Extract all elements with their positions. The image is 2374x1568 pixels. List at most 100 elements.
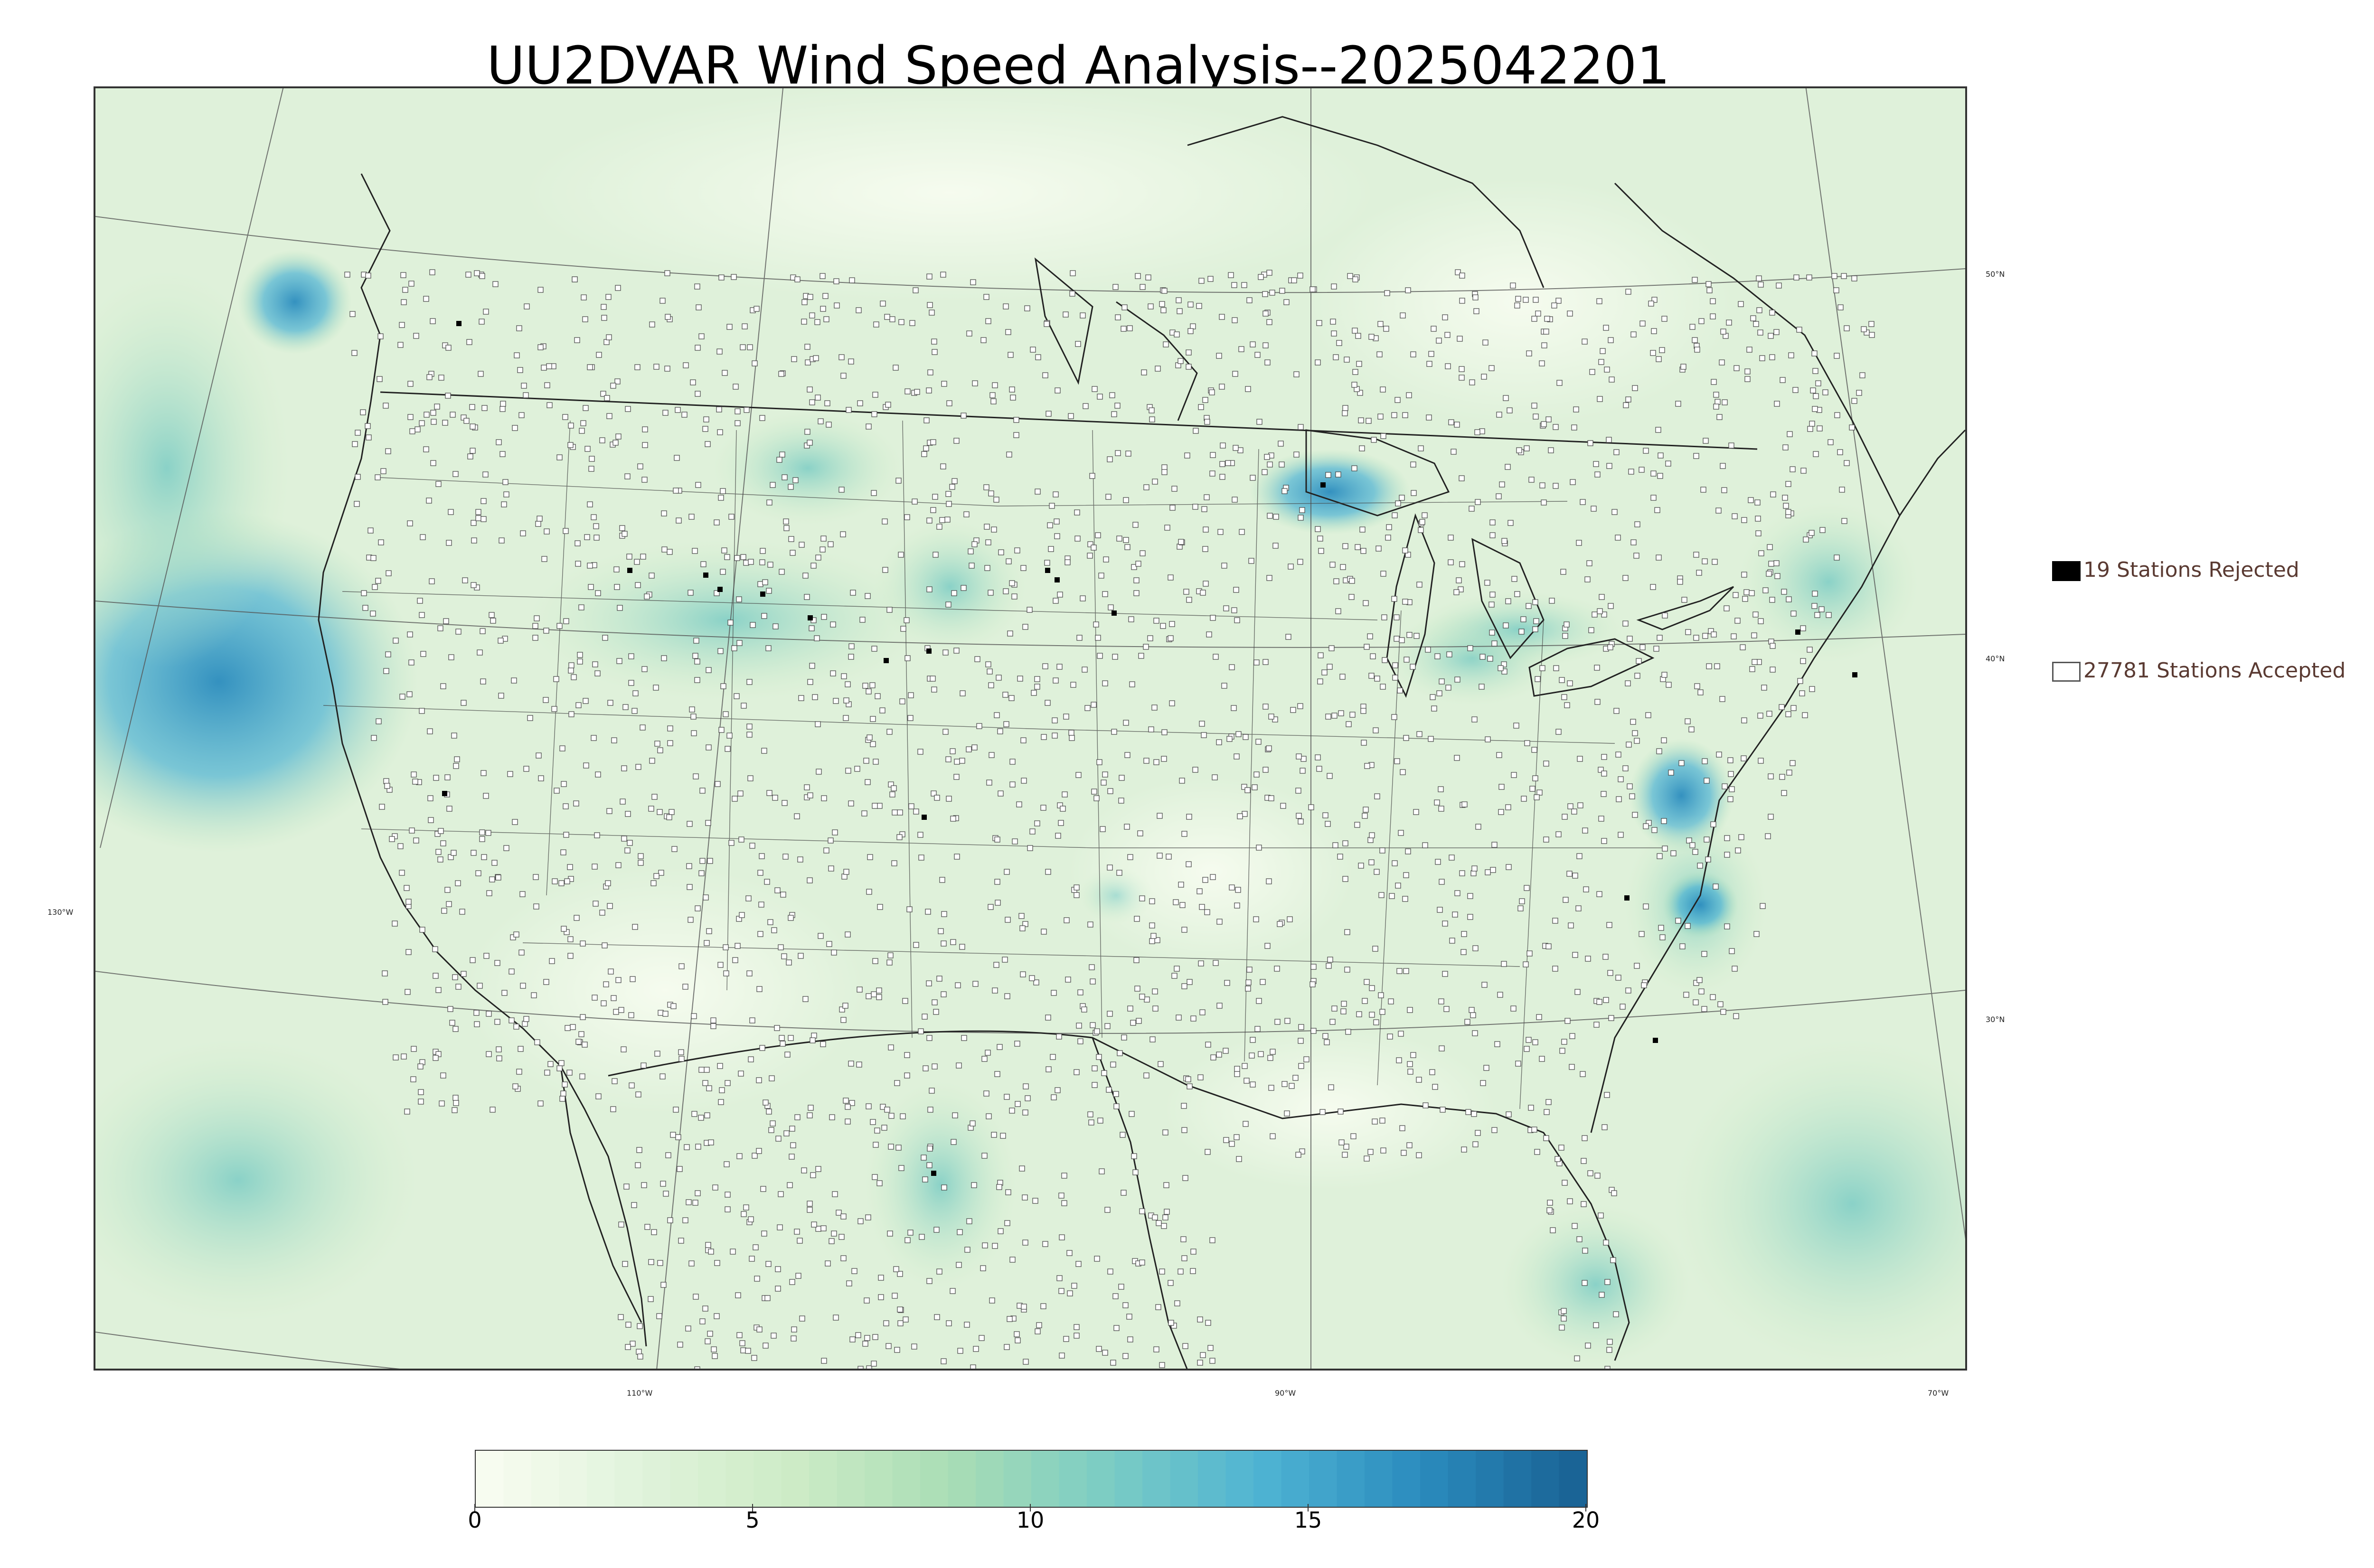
station-accepted: [1793, 274, 1799, 281]
station-accepted: [1023, 1359, 1029, 1365]
station-accepted: [1065, 559, 1071, 565]
station-accepted: [1231, 282, 1237, 288]
station-accepted: [973, 1346, 979, 1352]
station-accepted: [423, 296, 429, 302]
station-accepted: [873, 321, 879, 328]
station-accepted: [1437, 907, 1443, 913]
station-accepted: [1034, 676, 1040, 682]
station-accepted: [1262, 767, 1269, 773]
station-accepted: [1482, 339, 1488, 346]
station-accepted: [694, 283, 700, 290]
station-accepted: [606, 413, 612, 419]
colorbar-segment: [920, 1451, 949, 1507]
station-accepted: [1720, 329, 1726, 335]
station-accepted: [1250, 341, 1256, 347]
station-accepted: [1080, 312, 1086, 319]
station-accepted: [1868, 321, 1875, 327]
station-accepted: [628, 1012, 634, 1018]
station-accepted: [704, 940, 710, 946]
station-accepted: [932, 1063, 938, 1070]
station-accepted: [682, 984, 688, 990]
station-accepted: [1164, 1209, 1170, 1215]
station-accepted: [872, 803, 878, 809]
station-accepted: [731, 274, 737, 280]
station-accepted: [788, 484, 794, 490]
station-accepted: [1733, 365, 1740, 371]
station-accepted: [748, 559, 754, 565]
station-accepted: [1639, 467, 1645, 473]
station-accepted: [1589, 369, 1595, 375]
station-accepted: [774, 887, 781, 893]
station-accepted: [1036, 1322, 1042, 1328]
station-accepted: [437, 856, 443, 863]
station-accepted: [866, 993, 872, 999]
station-accepted: [1014, 1331, 1020, 1337]
station-accepted: [567, 864, 573, 870]
station-accepted: [1075, 341, 1081, 347]
station-rejected: [1112, 610, 1117, 616]
map-canvas: [95, 88, 1965, 1369]
station-accepted: [988, 590, 994, 596]
station-accepted: [1653, 646, 1659, 652]
station-accepted: [794, 813, 800, 819]
station-accepted: [759, 1045, 765, 1051]
station-accepted: [952, 1112, 958, 1118]
station-accepted: [1121, 304, 1128, 310]
station-accepted: [942, 729, 949, 735]
station-accepted: [1210, 874, 1216, 880]
station-accepted: [982, 1242, 988, 1249]
station-accepted: [1753, 931, 1760, 937]
station-accepted: [1760, 903, 1766, 909]
station-accepted: [784, 1052, 791, 1058]
station-accepted: [946, 400, 952, 406]
station-accepted: [1438, 998, 1444, 1005]
station-accepted: [438, 375, 444, 381]
station-accepted: [1157, 813, 1163, 819]
station-accepted: [1472, 1030, 1478, 1036]
station-accepted: [926, 517, 933, 524]
station-accepted: [1448, 419, 1454, 425]
station-accepted: [1342, 876, 1348, 882]
station-accepted: [923, 417, 930, 423]
station-accepted: [718, 274, 725, 281]
station-accepted: [991, 526, 997, 533]
station-accepted: [931, 686, 937, 693]
station-accepted: [766, 1108, 772, 1115]
station-accepted: [1710, 298, 1716, 304]
station-accepted: [1501, 661, 1507, 667]
station-accepted: [638, 860, 644, 866]
station-accepted: [1090, 978, 1096, 985]
station-accepted: [474, 270, 480, 276]
station-accepted: [1514, 591, 1520, 597]
station-accepted: [814, 635, 820, 641]
station-accepted: [1689, 842, 1696, 848]
station-accepted: [971, 541, 978, 547]
station-accepted: [996, 1184, 1002, 1190]
station-accepted: [783, 1130, 790, 1136]
station-accepted: [895, 1145, 902, 1151]
station-accepted: [667, 1217, 673, 1223]
station-accepted: [405, 989, 411, 995]
station-accepted: [950, 1288, 956, 1294]
station-accepted: [811, 1221, 817, 1228]
station-accepted: [1404, 657, 1410, 663]
station-accepted: [815, 394, 821, 401]
station-accepted: [780, 892, 786, 898]
station-accepted: [1223, 1048, 1229, 1054]
station-accepted: [1817, 425, 1823, 432]
station-accepted: [926, 273, 933, 280]
station-accepted: [1256, 998, 1262, 1004]
station-accepted: [1204, 419, 1210, 425]
station-accepted: [747, 344, 753, 350]
station-accepted: [1083, 403, 1089, 409]
station-accepted: [927, 302, 933, 308]
station-accepted: [1722, 399, 1728, 405]
station-accepted: [1131, 564, 1137, 570]
station-accepted: [1064, 917, 1070, 923]
station-accepted: [1267, 461, 1273, 468]
station-accepted: [855, 1332, 861, 1338]
station-accepted: [1113, 1325, 1120, 1331]
station-accepted: [789, 1154, 795, 1160]
station-accepted: [1774, 573, 1780, 579]
station-accepted: [479, 319, 485, 325]
